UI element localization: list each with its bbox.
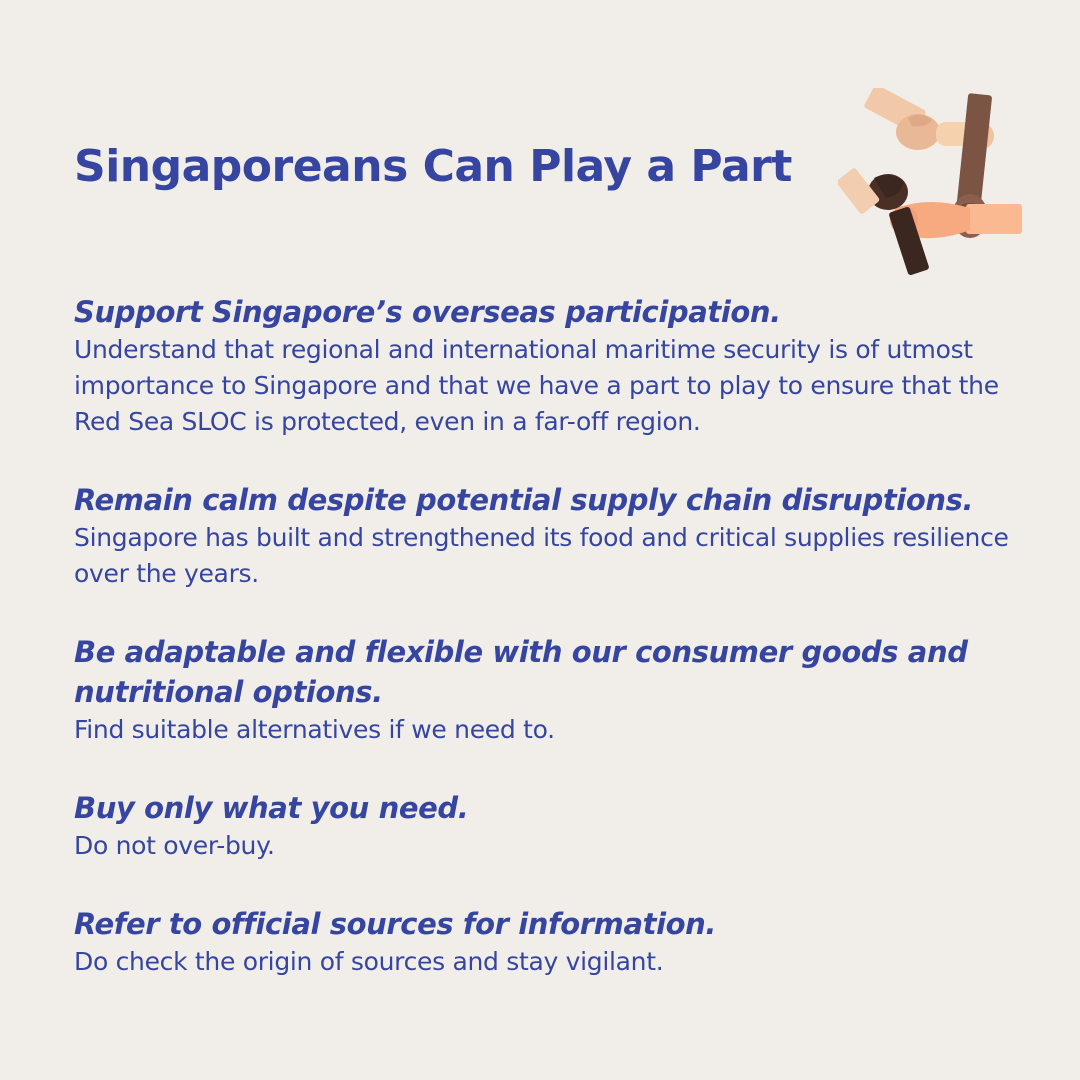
item-heading: Refer to official sources for informatio… bbox=[74, 907, 717, 941]
item-heading: Be adaptable and flexible with our consu… bbox=[74, 635, 968, 709]
list-item: Support Singapore’s overseas participati… bbox=[74, 292, 1024, 440]
list-item: Refer to official sources for informatio… bbox=[74, 904, 1024, 980]
item-body: Find suitable alternatives if we need to… bbox=[74, 715, 555, 744]
page-title: Singaporeans Can Play a Part bbox=[74, 141, 792, 192]
item-body: Do check the origin of sources and stay … bbox=[74, 947, 664, 976]
item-heading: Remain calm despite potential supply cha… bbox=[74, 483, 974, 517]
item-body: Do not over-buy. bbox=[74, 831, 275, 860]
list-item: Be adaptable and flexible with our consu… bbox=[74, 632, 1024, 748]
item-heading: Support Singapore’s overseas participati… bbox=[74, 295, 781, 329]
advice-list: Support Singapore’s overseas participati… bbox=[74, 292, 1024, 1020]
joined-hands-icon bbox=[838, 88, 1022, 276]
list-item: Remain calm despite potential supply cha… bbox=[74, 480, 1024, 592]
item-heading: Buy only what you need. bbox=[74, 791, 469, 825]
item-body: Singapore has built and strengthened its… bbox=[74, 523, 1009, 588]
list-item: Buy only what you need. Do not over-buy. bbox=[74, 788, 1024, 864]
item-body: Understand that regional and internation… bbox=[74, 335, 999, 436]
light-hand-top bbox=[864, 88, 940, 150]
light-arm-left bbox=[838, 168, 880, 214]
